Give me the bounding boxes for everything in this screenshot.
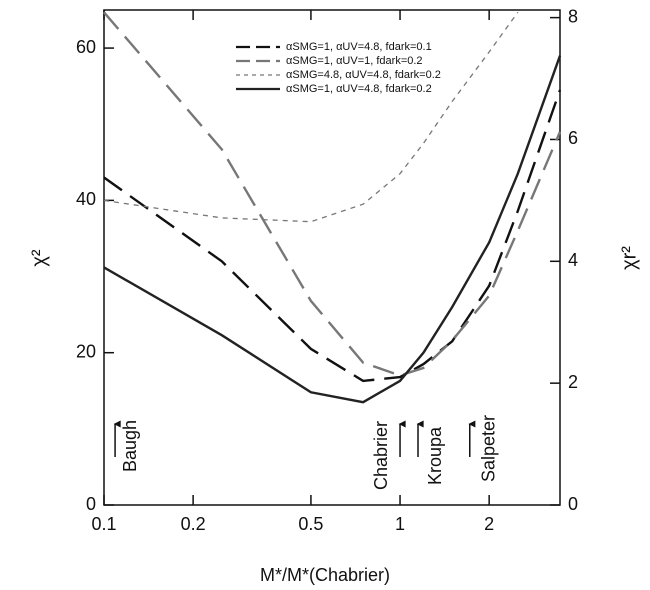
y-tick-label: 20	[76, 341, 96, 361]
y2-tick-label: 2	[568, 372, 578, 392]
annotation-label: Salpeter	[479, 415, 499, 482]
series-line	[103, 11, 519, 223]
y2-tick-label: 4	[568, 250, 578, 270]
x-tick-label: 1	[395, 514, 405, 534]
x-axis-label: M*/M*(Chabrier)	[260, 565, 390, 585]
y-tick-label: 40	[76, 189, 96, 209]
annotation-label: Chabrier	[371, 421, 391, 490]
series-line	[103, 11, 562, 377]
legend-label: αSMG=1, αUV=1, fdark=0.2	[286, 55, 423, 67]
plot-frame	[103, 9, 561, 506]
series-line	[103, 89, 562, 383]
legend-label: αSMG=1, αUV=4.8, fdark=0.2	[286, 83, 432, 95]
y-axis-label: χ²	[28, 249, 50, 266]
x-tick-label: 0.5	[298, 514, 323, 534]
y2-axis-label: χr²	[618, 246, 640, 270]
legend-label: αSMG=1, αUV=4.8, fdark=0.1	[286, 41, 432, 53]
y2-tick-label: 8	[568, 6, 578, 26]
y2-tick-label: 0	[568, 494, 578, 514]
y2-tick-label: 6	[568, 128, 578, 148]
x-tick-label: 2	[484, 514, 494, 534]
legend-label: αSMG=4.8, αUV=4.8, fdark=0.2	[286, 69, 441, 81]
series-line	[103, 55, 562, 404]
x-tick-label: 0.1	[91, 514, 116, 534]
y-tick-label: 0	[86, 494, 96, 514]
y-tick-label: 60	[76, 37, 96, 57]
annotation-label: Baugh	[120, 420, 140, 472]
x-tick-label: 0.2	[181, 514, 206, 534]
annotation-label: Kroupa	[425, 426, 445, 485]
